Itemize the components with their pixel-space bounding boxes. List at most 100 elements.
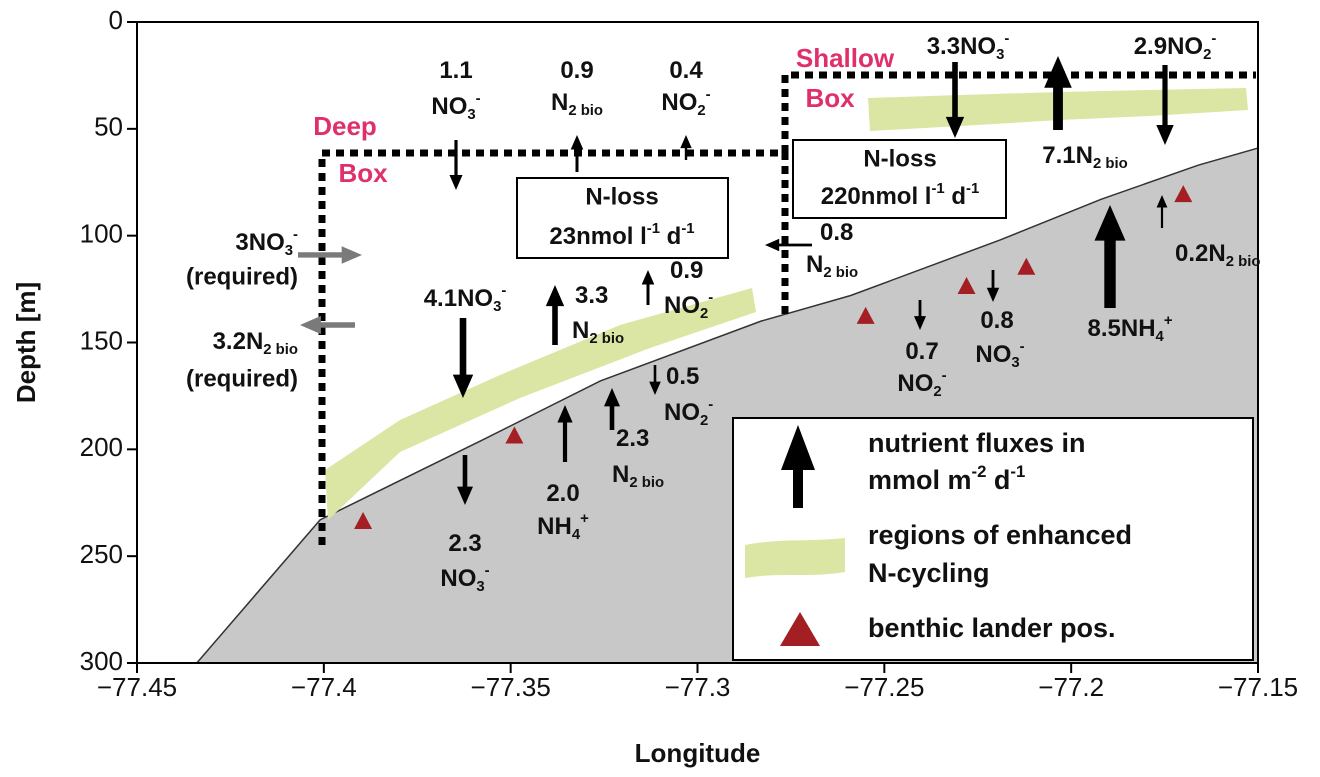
rate-value: 220: [821, 183, 861, 210]
text-part: +: [580, 511, 589, 527]
text-part: -: [1004, 31, 1009, 47]
text-part: -: [706, 87, 711, 103]
flux-value: 0.8: [820, 219, 853, 246]
n-loss-rate: 220nmol l-1 d-1: [821, 181, 980, 210]
flux-note: (required): [186, 365, 298, 392]
text-part: N: [1076, 142, 1093, 169]
y-tick-label: 200: [80, 432, 123, 462]
flux-label: 2.0: [546, 480, 579, 507]
flux-value: 0.2: [1175, 240, 1208, 267]
text-part: N: [612, 461, 629, 488]
text-part: -1: [681, 221, 694, 237]
flux-label: 2.3: [448, 530, 481, 557]
flux-label: 3.3: [575, 282, 608, 309]
text-part: +: [1164, 313, 1173, 329]
text-part: 3: [476, 579, 484, 595]
y-tick-label: 50: [94, 112, 123, 142]
flux-label: 1.1: [439, 57, 472, 84]
text-part: 3: [285, 243, 293, 259]
text-part: -1: [966, 181, 979, 197]
flux-value: 7.1: [1042, 142, 1075, 169]
text-part: 2 bio: [629, 475, 664, 491]
flux-value: 0.4: [669, 57, 703, 84]
text-part: NO: [440, 565, 476, 592]
flux-label: 2.3: [616, 425, 649, 452]
text-part: NO: [661, 89, 697, 116]
flux-value: 0.8: [980, 307, 1013, 334]
y-tick-label: 250: [80, 539, 123, 569]
flux-value: 0.7: [905, 338, 938, 365]
legend-label: regions of enhanced: [868, 520, 1132, 550]
text-part: d: [660, 223, 681, 250]
text-part: N: [1208, 240, 1225, 267]
flux-value: 0.5: [666, 363, 699, 390]
text-part: 2: [700, 413, 708, 429]
text-part: NO: [249, 229, 285, 256]
text-part: N: [551, 89, 568, 116]
legend-band: [745, 538, 845, 578]
rate-value: 23: [549, 223, 576, 250]
text-part: 3: [1011, 355, 1019, 371]
x-tick-label: −77.4: [291, 672, 357, 702]
y-axis-label: Depth [m]: [11, 282, 41, 403]
text-part: -1: [931, 181, 944, 197]
text-part: 2: [933, 384, 941, 400]
text-part: NH: [1121, 315, 1156, 342]
flux-value: 1.1: [439, 57, 472, 84]
n-loss-rate: 23nmol l-1 d-1: [549, 221, 694, 250]
box-label: Box: [338, 158, 388, 188]
legend-label: nutrient fluxes in: [868, 428, 1086, 458]
flux-note: (required): [186, 263, 298, 290]
text-part: NO: [457, 285, 493, 312]
chart: 050100150200250300−77.45−77.4−77.35−77.3…: [0, 0, 1320, 777]
flux-value: 0.9: [670, 257, 703, 284]
text-part: NO: [975, 341, 1011, 368]
text-part: -: [485, 563, 490, 579]
text-part: -: [942, 368, 947, 384]
flux-value: 2.9: [1134, 33, 1167, 60]
n-loss-title: N-loss: [585, 183, 658, 210]
flux-value: 8.5: [1087, 315, 1120, 342]
x-tick-label: −77.15: [1218, 672, 1298, 702]
text-part: -: [708, 397, 713, 413]
text-part: 2: [1203, 47, 1211, 63]
text-part: -1: [647, 221, 660, 237]
text-part: NO: [664, 292, 700, 319]
text-part: 3: [467, 107, 475, 123]
text-part: N: [806, 251, 823, 278]
legend-label: N-cycling: [868, 558, 990, 588]
text-part: -: [476, 91, 481, 107]
flux-value: 0.9: [560, 57, 593, 84]
flux-value: 2.3: [616, 425, 649, 452]
flux-label: 0.5: [666, 363, 699, 390]
x-tick-label: −77.45: [97, 672, 177, 702]
text-part: -: [708, 290, 713, 306]
y-tick-label: 0: [109, 5, 123, 35]
box-label: Box: [805, 83, 855, 113]
text-part: 4: [572, 527, 581, 543]
n-loss-title: N-loss: [863, 145, 936, 172]
text-part: N: [246, 328, 263, 355]
flux-value: 3.2: [213, 328, 246, 355]
text-part: NO: [1167, 33, 1203, 60]
box-label: Deep: [313, 111, 377, 141]
text-part: -: [501, 283, 506, 299]
legend-label: benthic lander pos.: [868, 613, 1116, 643]
x-tick-label: −77.35: [471, 672, 551, 702]
flux-value: 2.0: [546, 480, 579, 507]
text-part: nmol l: [861, 183, 932, 210]
flux-label: 0.4: [669, 57, 703, 84]
y-tick-label: 100: [80, 219, 123, 249]
text-part: 2 bio: [589, 331, 624, 347]
text-part: benthic lander pos.: [868, 613, 1116, 643]
flux-label: 0.8: [820, 219, 853, 246]
text-part: -: [1211, 31, 1216, 47]
legend-label: mmol m-2 d-1: [868, 462, 1025, 495]
flux-label: 0.8: [980, 307, 1013, 334]
text-part: regions of enhanced: [868, 520, 1132, 550]
text-part: NO: [664, 399, 700, 426]
flux-value: 2.3: [448, 530, 481, 557]
text-part: 3: [996, 47, 1004, 63]
text-part: 3: [493, 299, 501, 315]
flux-label: 0.9: [670, 257, 703, 284]
